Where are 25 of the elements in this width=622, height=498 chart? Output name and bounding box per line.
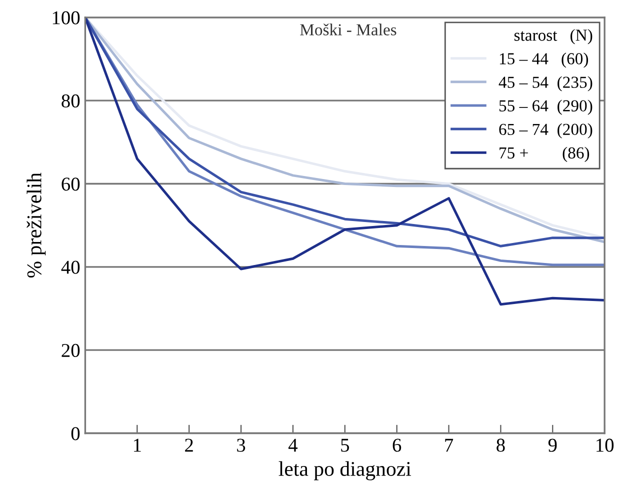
legend-label: 65 – 74 (200) (499, 123, 592, 138)
chart-title: Moški - Males (300, 24, 396, 36)
y-tick-label: 100 (52, 11, 80, 24)
y-tick-label: 20 (62, 344, 80, 358)
x-tick-label: 6 (392, 438, 402, 452)
x-tick-label: 8 (496, 438, 505, 452)
x-tick-label: 1 (134, 438, 141, 452)
legend-label: 15 – 44 (60) (500, 52, 588, 68)
x-tick-label: 5 (341, 438, 349, 452)
x-tick-label: 9 (548, 438, 557, 452)
x-tick-label: 7 (445, 438, 454, 452)
y-axis-title: % preživelih (26, 172, 46, 278)
legend-label: 75 + (86) (500, 146, 590, 162)
y-tick-label: 0 (71, 427, 80, 440)
x-tick-label: 10 (596, 438, 614, 452)
x-tick-label: 4 (288, 438, 298, 452)
y-tick-label: 80 (62, 94, 80, 108)
y-tick-label: 40 (61, 260, 80, 274)
y-tick-label: 60 (62, 178, 80, 191)
legend-label: 55 – 64 (290) (499, 100, 592, 115)
x-tick-label: 2 (185, 438, 193, 452)
x-tick-label: 3 (237, 438, 246, 452)
legend-label: 45 – 54 (235) (498, 76, 592, 92)
x-axis-title: leta po diagnozi (278, 461, 412, 480)
legend-title: starost (N) (514, 29, 592, 44)
